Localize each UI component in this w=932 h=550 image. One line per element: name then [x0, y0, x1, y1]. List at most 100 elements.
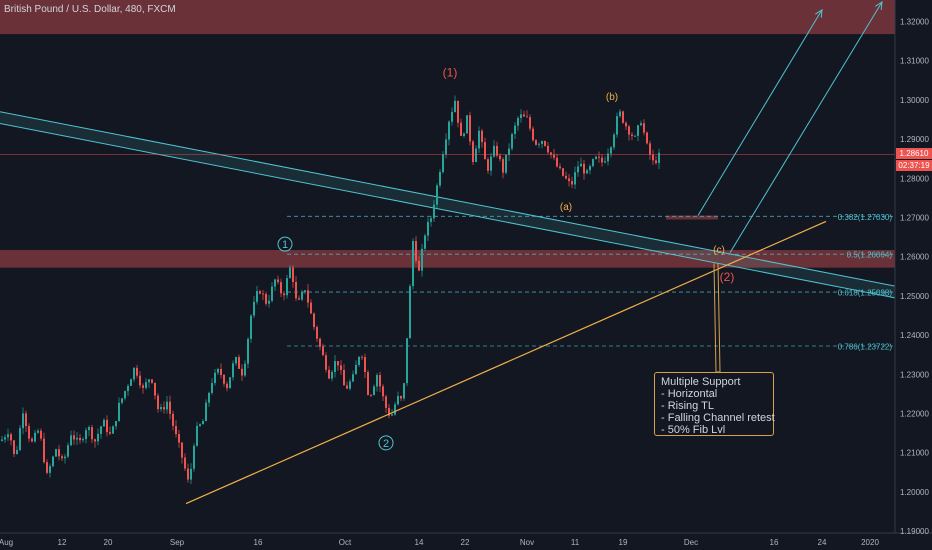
candle-body [556, 157, 558, 167]
wave-circle [277, 236, 293, 252]
candle-body [244, 363, 246, 376]
candle-body [277, 279, 279, 283]
candle-body [559, 166, 561, 169]
candle-body [349, 381, 351, 389]
candle-body [550, 152, 552, 155]
time-tick-label: 22 [461, 538, 470, 547]
candle-body [145, 382, 147, 388]
candle-body [394, 404, 396, 415]
candle-body [334, 361, 336, 372]
time-tick-label: Aug [0, 538, 13, 547]
candle-body [646, 132, 648, 144]
candle-body [61, 456, 63, 459]
time-tick-label: Oct [339, 538, 352, 547]
price-tick-label: 1.26000 [900, 253, 929, 262]
candle-body [505, 154, 507, 173]
callout-line: Multiple Support [661, 376, 741, 388]
candle-body [373, 386, 375, 395]
candle-body [364, 357, 366, 373]
candle-body [238, 357, 240, 369]
candle-body [169, 401, 171, 414]
time-tick-label: Sep [170, 538, 185, 547]
candle-body [634, 135, 636, 137]
candle-body [184, 457, 186, 469]
fib-level-label: 0.5(1.26064) [847, 251, 893, 260]
candle-body [259, 291, 261, 294]
candle-body [385, 396, 387, 408]
candle-body [295, 282, 297, 299]
candle-body [73, 435, 75, 440]
candle-body [409, 286, 411, 339]
candle-body [1, 439, 3, 441]
candle-body [115, 420, 117, 427]
candle-body [319, 338, 321, 347]
candle-body [328, 369, 330, 379]
candle-body [376, 375, 378, 387]
candle-body [511, 133, 513, 149]
time-axis[interactable]: Aug 12 20 Sep 16 Oct 14 22 Nov 11 19 Dec 16 24 2020 [0, 538, 879, 547]
time-tick-label: Dec [684, 538, 698, 547]
candle-body [382, 386, 384, 397]
candle-body [343, 370, 345, 386]
price-tick-label: 1.23000 [900, 370, 929, 379]
candle-body [55, 449, 57, 457]
candle-body [25, 413, 27, 427]
candle-body [340, 365, 342, 371]
candle-body [22, 413, 24, 429]
candle-body [172, 413, 174, 426]
price-tick-label: 1.32000 [900, 18, 929, 27]
price-zone [0, 0, 895, 35]
candle-body [46, 462, 48, 473]
candle-body [223, 374, 225, 384]
fib-level-label: 0.382(1.27030) [838, 213, 893, 222]
candle-body [520, 114, 522, 119]
candle-body [79, 437, 81, 441]
support-callout: Multiple Support - Horizontal - Rising T… [654, 372, 775, 436]
candle-body [310, 302, 312, 314]
candle-body [619, 111, 621, 117]
price-tick-label: 1.27000 [900, 214, 929, 223]
time-tick-label: Nov [520, 538, 534, 547]
candle-body [304, 290, 306, 293]
price-zone [666, 215, 718, 220]
candle-body [82, 439, 84, 441]
candle-body [106, 419, 108, 433]
candle-body [202, 421, 204, 425]
time-tick-label: 20 [104, 538, 113, 547]
candle-body [208, 392, 210, 403]
candle-body [481, 130, 483, 143]
candle-body [70, 435, 72, 446]
bar-countdown-tag: 02:37:19 [896, 160, 932, 172]
candle-body [292, 267, 294, 283]
candle-body [592, 159, 594, 167]
candle-body [253, 301, 255, 316]
candle-body [475, 148, 477, 163]
candle-body [580, 163, 582, 167]
candle-body [445, 139, 447, 155]
candle-body [274, 279, 276, 287]
wave-label: 2 [383, 438, 389, 450]
candle-body [97, 433, 99, 442]
candle-body [637, 125, 639, 136]
candle-body [118, 402, 120, 421]
candle-body [154, 382, 156, 396]
arrow-head [875, 0, 883, 10]
candle-body [49, 466, 51, 473]
wave-label: 1 [282, 239, 288, 251]
candle-body [214, 372, 216, 383]
candle-body [199, 424, 201, 426]
candle-body [424, 235, 426, 249]
candle-body [193, 445, 195, 469]
candle-body [67, 445, 69, 457]
candle-body [139, 375, 141, 386]
candle-body [217, 368, 219, 373]
candle-body [148, 379, 150, 383]
candle-body [52, 456, 54, 467]
price-tick-label: 1.29000 [900, 135, 929, 144]
wave-label: (b) [606, 92, 618, 103]
candle-body [451, 111, 453, 122]
candle-body [610, 147, 612, 154]
price-axis[interactable]: 1.32000 1.31000 1.30000 1.29000 1.28000 1.270… [900, 18, 929, 536]
projection-arrow [697, 9, 823, 216]
